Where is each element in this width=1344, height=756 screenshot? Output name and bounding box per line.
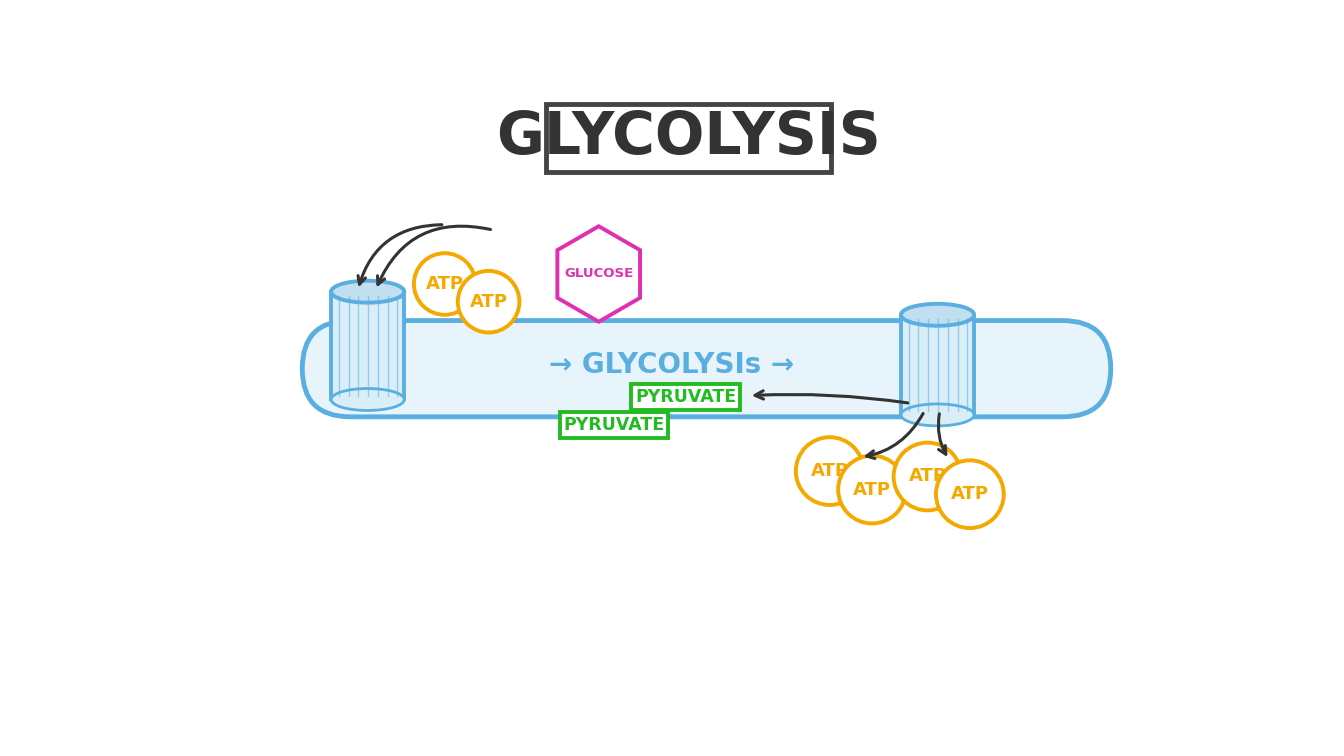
- Text: ATP: ATP: [426, 275, 464, 293]
- Text: ATP: ATP: [909, 467, 946, 485]
- Text: GLUCOSE: GLUCOSE: [564, 268, 633, 280]
- FancyBboxPatch shape: [302, 321, 1110, 417]
- Circle shape: [414, 253, 476, 314]
- Text: PYRUVATE: PYRUVATE: [563, 416, 665, 434]
- Ellipse shape: [331, 280, 405, 302]
- Text: → GLYCOLYSIs →: → GLYCOLYSIs →: [550, 351, 794, 379]
- Bar: [331, 292, 405, 399]
- FancyBboxPatch shape: [547, 104, 831, 172]
- Text: ATP: ATP: [853, 481, 891, 498]
- Circle shape: [935, 460, 1004, 528]
- Circle shape: [839, 456, 906, 523]
- Circle shape: [796, 437, 864, 505]
- Ellipse shape: [900, 304, 974, 326]
- Text: ATP: ATP: [469, 293, 508, 311]
- Ellipse shape: [900, 404, 974, 426]
- Text: PYRUVATE: PYRUVATE: [636, 388, 737, 406]
- Text: ATP: ATP: [810, 462, 848, 480]
- Circle shape: [458, 271, 519, 333]
- Ellipse shape: [331, 389, 405, 411]
- Polygon shape: [558, 226, 640, 322]
- Text: GLYCOLYSIS: GLYCOLYSIS: [496, 109, 882, 166]
- Circle shape: [894, 442, 961, 510]
- Bar: [900, 314, 974, 415]
- Text: ATP: ATP: [950, 485, 989, 503]
